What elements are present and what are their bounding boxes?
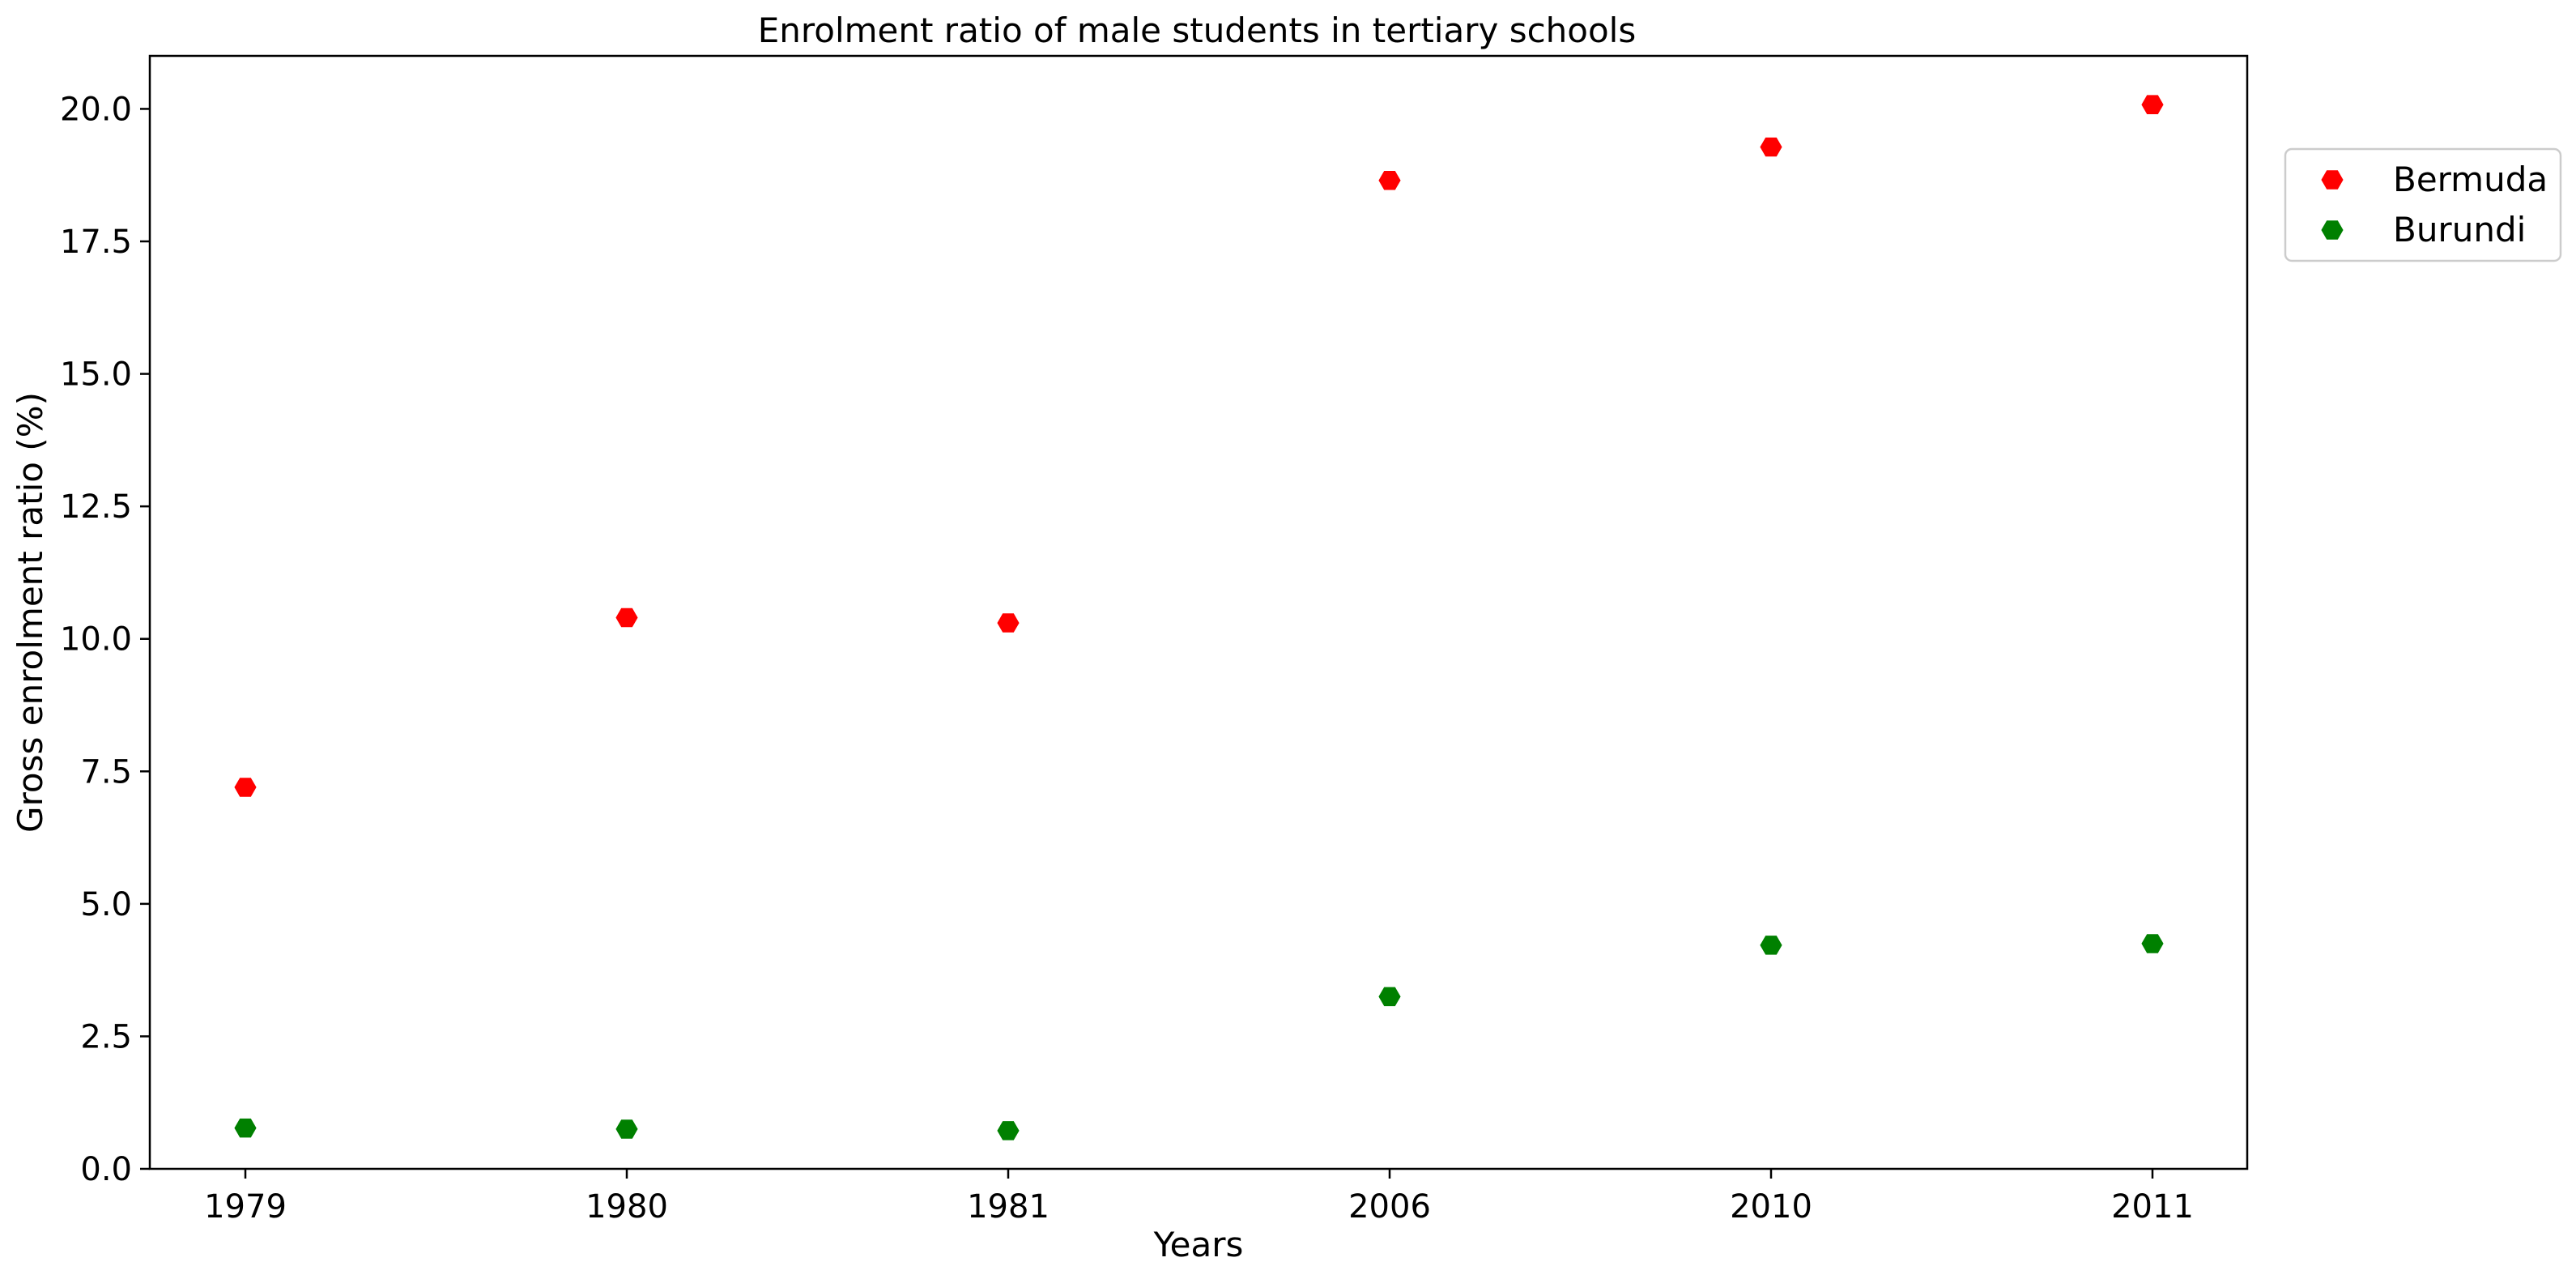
legend-frame <box>2284 147 2562 262</box>
data-markers <box>234 95 2164 1140</box>
x-tick-label: 2010 <box>1730 1188 1812 1226</box>
y-tick-label: 20.0 <box>60 91 132 128</box>
data-point-bermuda <box>1760 137 1782 157</box>
y-tick-label: 12.5 <box>60 488 132 526</box>
x-tick-label: 1981 <box>967 1188 1050 1226</box>
legend-label-bermuda: Bermuda <box>2393 160 2548 199</box>
data-point-bermuda <box>615 608 638 628</box>
x-tick-label: 1980 <box>585 1188 668 1226</box>
y-tick-label: 15.0 <box>60 356 132 394</box>
plot-frame <box>148 54 2249 1170</box>
data-point-burundi <box>615 1119 638 1139</box>
y-tick-label: 2.5 <box>80 1018 132 1055</box>
legend: Bermuda Burundi <box>2284 147 2562 262</box>
data-point-burundi <box>2141 934 2164 953</box>
y-axis-label: Gross enrolment ratio (%) <box>11 392 50 833</box>
chart-title: Enrolment ratio of male students in tert… <box>758 11 1636 50</box>
x-axis-label: Years <box>1153 1225 1244 1264</box>
data-point-bermuda <box>234 778 257 797</box>
legend-marker-bermuda <box>2321 170 2344 190</box>
data-point-bermuda <box>2141 95 2164 114</box>
y-tick-label: 0.0 <box>80 1151 132 1188</box>
x-tick-label: 1979 <box>204 1188 287 1226</box>
data-point-burundi <box>1760 936 1782 955</box>
y-tick-label: 17.5 <box>60 224 132 261</box>
y-tick-label: 5.0 <box>80 886 132 923</box>
data-point-burundi <box>1378 987 1401 1007</box>
data-point-bermuda <box>1378 171 1401 190</box>
legend-label-burundi: Burundi <box>2393 210 2526 249</box>
x-axis: 1979 1980 1981 2006 2010 2011 <box>204 1169 2194 1226</box>
data-point-burundi <box>234 1118 257 1138</box>
y-tick-label: 7.5 <box>80 753 132 791</box>
legend-marker-burundi <box>2321 220 2344 240</box>
y-tick-label: 10.0 <box>60 621 132 659</box>
x-tick-label: 2006 <box>1348 1188 1431 1226</box>
data-point-bermuda <box>997 613 1020 633</box>
data-point-burundi <box>997 1121 1020 1140</box>
y-axis: 0.0 2.5 5.0 7.5 10.0 12.5 15.0 17.5 20.0 <box>60 91 150 1188</box>
plot-area <box>148 54 2249 1170</box>
x-tick-label: 2011 <box>2111 1188 2194 1226</box>
